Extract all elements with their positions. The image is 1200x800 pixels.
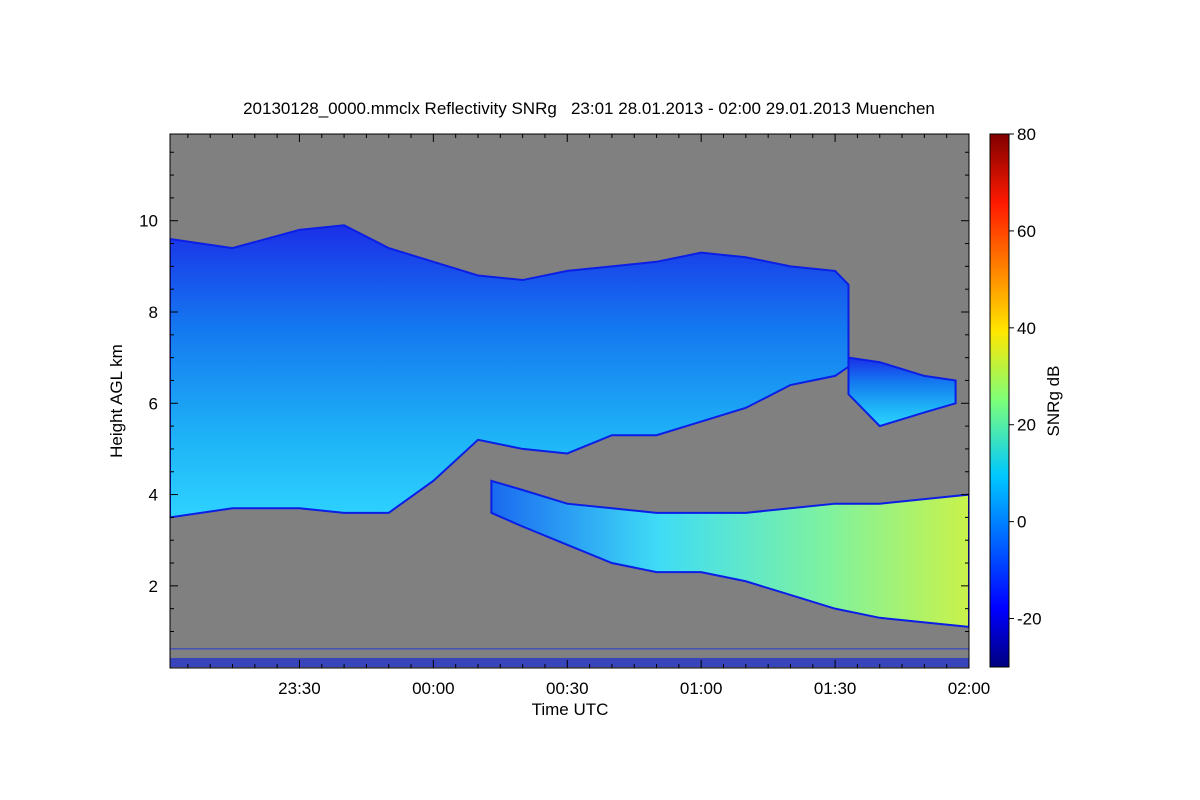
- y-axis: 2 4 6 8 10: [139, 151, 969, 632]
- y-tick-label: 8: [149, 303, 158, 322]
- plot-area: 2 4 6 8 10 23:30 00:00 00:30 01:00 01:30 02:00: [139, 133, 991, 698]
- colorbar-tick-label: -20: [1017, 610, 1042, 629]
- colorbar-tick-label: 80: [1017, 125, 1036, 144]
- echo-field: [170, 224, 969, 668]
- y-tick-label: 6: [149, 394, 158, 413]
- y-tick-label: 10: [139, 212, 158, 231]
- lower-cloud-layer: [490, 479, 969, 628]
- trailing-cloud-fragment: [847, 356, 957, 428]
- x-tick-label: 00:00: [412, 679, 455, 698]
- y-tick-label: 4: [149, 486, 158, 505]
- colorbar-tick-label: 40: [1017, 319, 1036, 338]
- colorbar-gradient: [989, 133, 1010, 668]
- colorbar-tick-label: 20: [1017, 416, 1036, 435]
- x-tick-label: 23:30: [278, 679, 321, 698]
- y-axis-label: Height AGL km: [107, 344, 126, 458]
- colorbar-label: SNRg dB: [1044, 366, 1063, 437]
- colorbar: -20 0 20 40 60 80: [989, 125, 1042, 668]
- x-tick-label: 01:30: [814, 679, 857, 698]
- x-tick-label: 01:00: [680, 679, 723, 698]
- ground-clutter-band: [170, 657, 969, 668]
- x-axis-label: Time UTC: [532, 700, 609, 719]
- x-axis: 23:30 00:00 00:30 01:00 01:30 02:00: [187, 134, 991, 698]
- x-tick-label: 02:00: [948, 679, 991, 698]
- plot-frame: [169, 133, 970, 669]
- x-tick-label: 00:30: [546, 679, 589, 698]
- colorbar-tick-label: 0: [1017, 513, 1026, 532]
- y-tick-label: 2: [149, 577, 158, 596]
- chart-title: 20130128_0000.mmclx Reflectivity SNRg 23…: [243, 99, 935, 118]
- colorbar-ticks: -20 0 20 40 60 80: [1009, 125, 1042, 629]
- colorbar-tick-label: 60: [1017, 222, 1036, 241]
